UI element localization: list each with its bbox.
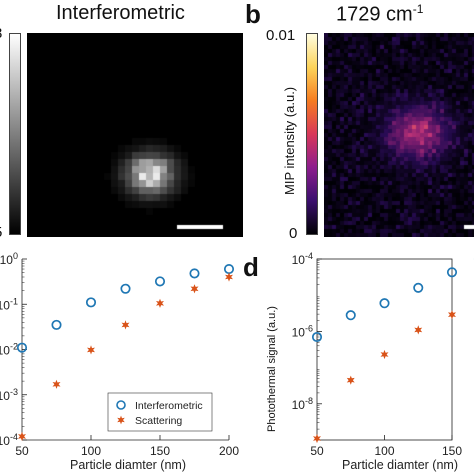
panel-a-title: Interferometric [56, 2, 185, 24]
panel-b-colorbar [306, 33, 318, 235]
tick-label-exponent: 0 [13, 251, 18, 261]
d-y-tick-label: 10-4 [292, 251, 313, 267]
tick-label-exponent: -4 [305, 251, 313, 261]
c-point-scattering [225, 272, 233, 282]
c-y-tick-label: 10-4 [0, 432, 18, 448]
d-point-interferometric [446, 267, 458, 278]
c-x-axis-label: Particle diamter (nm) [70, 458, 186, 472]
tick-label-exponent: -8 [305, 396, 313, 406]
d-point-scattering [414, 325, 423, 335]
c-point-interferometric [223, 263, 235, 275]
d-point-scattering [448, 310, 456, 320]
c-point-scattering [121, 320, 130, 330]
c-point-scattering [190, 284, 199, 294]
c-y-tick-label: 10-2 [0, 342, 18, 358]
tick-label-exponent: -4 [10, 432, 18, 442]
tick-label-base: 10 [292, 398, 306, 412]
legend-label-scattering: Scattering [135, 415, 182, 427]
tick-label-exponent: -2 [10, 342, 18, 352]
panel-b-title-main: 1729 cm [336, 3, 413, 26]
c-point-scattering [18, 431, 26, 441]
tick-label-base: 10 [0, 344, 10, 358]
panel-b-colorbar-top-label: 0.01 [266, 27, 296, 44]
d-point-scattering [313, 433, 321, 444]
c-x-tick-label: 100 [81, 444, 101, 458]
c-y-tick-label: 10-1 [0, 296, 18, 312]
d-point-interferometric [311, 331, 323, 343]
panel-b-colorbar-bottom-label: 0 [289, 225, 298, 242]
c-point-scattering [52, 379, 61, 389]
c-x-tick-label: 200 [219, 444, 239, 458]
d-point-scattering [380, 349, 389, 360]
c-point-interferometric [85, 297, 97, 308]
d-y-tick-label: 10-8 [292, 396, 313, 412]
panel-b-mip-image [324, 33, 474, 237]
tick-label-base: 10 [0, 253, 13, 267]
legend-marker-interferometric [116, 400, 126, 410]
c-x-tick-label: 150 [150, 444, 170, 458]
d-point-interferometric [345, 310, 356, 321]
c-point-interferometric [120, 283, 131, 294]
d-y-tick-label: 10-6 [292, 323, 313, 339]
tick-label-exponent: -6 [305, 323, 313, 333]
c-point-scattering [87, 345, 95, 355]
c-legend [107, 392, 213, 432]
panel-a-colorbar-bottom-label: 5 [0, 224, 2, 241]
panel-d-letter: d [243, 252, 259, 282]
panel-b-letter: b [245, 0, 261, 29]
panel-a-colorbar-top-label: 3 [0, 25, 2, 42]
d-x-tick-label: 100 [374, 444, 394, 458]
tick-label-base: 10 [0, 298, 10, 312]
c-point-interferometric [189, 268, 200, 279]
c-y-tick-label: 10-3 [0, 387, 18, 403]
d-x-tick-label: 50 [310, 444, 324, 458]
c-point-interferometric [51, 319, 62, 330]
panel-b-title-superscript: -1 [412, 2, 424, 16]
c-point-interferometric [16, 342, 28, 353]
d-point-interferometric [413, 282, 424, 293]
c-y-tick-label: 100 [0, 251, 18, 267]
d-x-tick-label: 150 [442, 444, 462, 458]
tick-label-exponent: -1 [10, 296, 18, 306]
d-axes-frame [316, 258, 453, 441]
tick-label-base: 10 [0, 389, 10, 403]
tick-label-exponent: -3 [10, 387, 18, 397]
c-x-tick-label: 50 [15, 444, 29, 458]
c-point-interferometric [154, 276, 166, 287]
tick-label-base: 10 [0, 434, 10, 448]
tick-label-base: 10 [292, 325, 306, 339]
d-point-interferometric [379, 298, 390, 309]
panel-a-colorbar [9, 33, 21, 235]
panel-b-title: 1729 cm-1 [336, 2, 423, 27]
d-x-axis-label: Particle diamter (nm) [342, 458, 458, 472]
tick-label-base: 10 [292, 253, 306, 267]
panel-a-interferometric-image [27, 33, 243, 237]
d-point-scattering [346, 375, 355, 385]
legend-marker-scattering [117, 415, 125, 425]
legend-label-interferometric: Interferometric [135, 400, 203, 412]
c-point-scattering [156, 298, 164, 308]
